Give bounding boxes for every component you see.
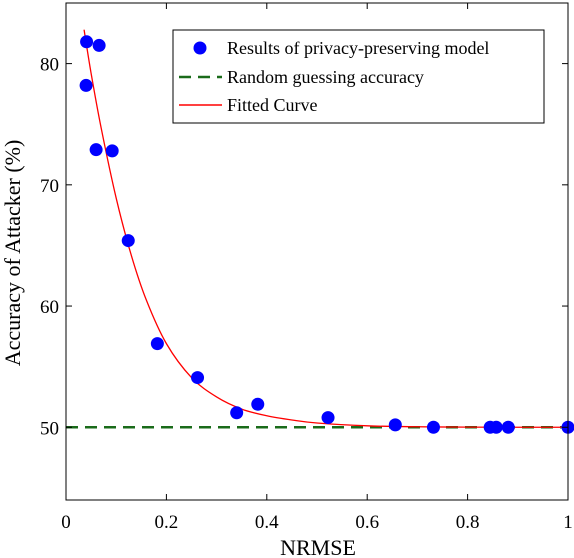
x-tick-label: 0.8	[456, 512, 480, 533]
axes-frame	[65, 2, 569, 501]
scatter-point	[89, 143, 103, 157]
scatter-point	[105, 144, 119, 158]
legend-marker-scatter	[193, 41, 207, 55]
axes: 0 0.2 0.4 0.6 0.8 1 50 60 70 80	[40, 2, 573, 533]
scatter-point	[150, 337, 164, 351]
y-tick-label: 50	[40, 418, 59, 439]
scatter-point	[230, 406, 244, 420]
x-axis-label: NRMSE	[280, 535, 356, 558]
legend-label: Random guessing accuracy	[227, 67, 424, 87]
plot-area	[66, 29, 574, 434]
scatter-point	[191, 371, 205, 385]
legend-label: Results of privacy-preserving model	[227, 38, 489, 58]
x-tick-label: 1	[563, 512, 573, 533]
x-tick-label: 0.4	[255, 512, 279, 533]
scatter-point	[489, 420, 503, 434]
scatter-point	[501, 420, 515, 434]
y-tick-label: 70	[40, 176, 59, 197]
scatter-point	[426, 420, 440, 434]
scatter-point	[80, 35, 94, 49]
scatter-point	[321, 411, 335, 425]
legend-box	[172, 29, 545, 124]
legend: Results of privacy-preserving model Rando…	[172, 29, 545, 124]
y-tick-label: 60	[40, 297, 59, 318]
y-axis-label: Accuracy of Attacker (%)	[0, 140, 25, 367]
x-tick-label: 0.6	[355, 512, 379, 533]
legend-label: Fitted Curve	[227, 95, 318, 115]
x-tick-label: 0	[61, 512, 71, 533]
scatter-point	[79, 78, 93, 92]
x-tick-label: 0.2	[155, 512, 179, 533]
scatter-point	[92, 38, 106, 52]
y-tick-label: 80	[40, 55, 59, 76]
scatter-point	[121, 234, 135, 248]
scatter-point	[251, 397, 265, 411]
scatter-point	[388, 418, 402, 432]
